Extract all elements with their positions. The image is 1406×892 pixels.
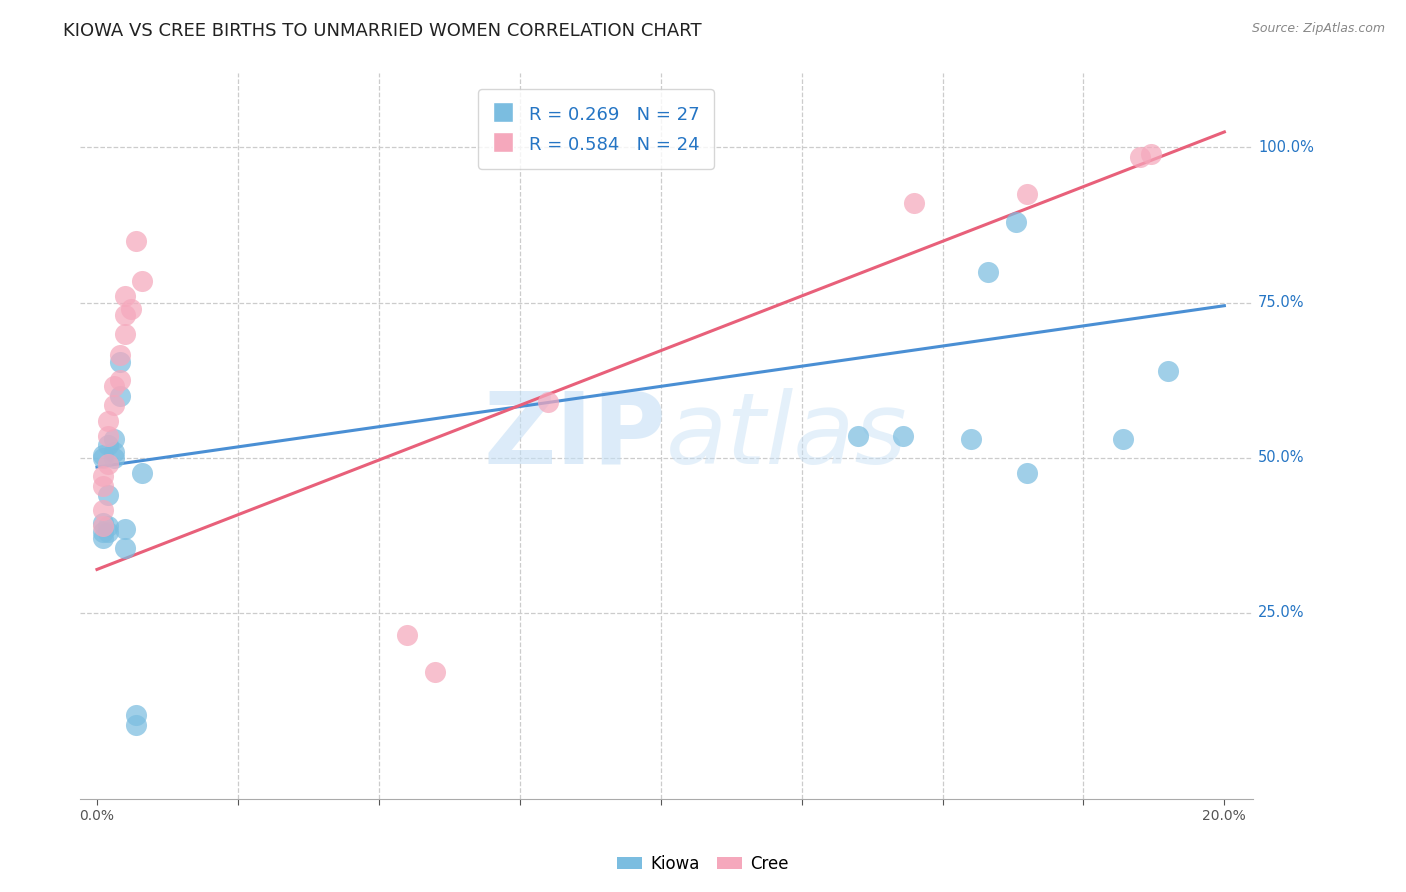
Point	[537, 395, 560, 409]
Point	[91, 469, 114, 483]
Point	[97, 488, 120, 502]
Point	[114, 522, 136, 536]
Point	[395, 627, 418, 641]
Point	[1129, 150, 1152, 164]
Text: 50.0%: 50.0%	[1258, 450, 1305, 466]
Point	[91, 478, 114, 492]
Text: 25.0%: 25.0%	[1258, 606, 1305, 621]
Point	[891, 429, 914, 443]
Point	[91, 450, 114, 465]
Point	[91, 532, 114, 546]
Point	[1112, 432, 1135, 446]
Point	[120, 301, 142, 316]
Text: 75.0%: 75.0%	[1258, 295, 1305, 310]
Point	[125, 717, 148, 731]
Point	[97, 438, 120, 452]
Point	[91, 525, 114, 540]
Point	[91, 519, 114, 533]
Point	[103, 432, 125, 446]
Point	[114, 541, 136, 555]
Point	[976, 264, 998, 278]
Point	[114, 326, 136, 341]
Point	[91, 503, 114, 517]
Point	[97, 413, 120, 427]
Point	[125, 234, 148, 248]
Text: atlas: atlas	[666, 387, 908, 484]
Point	[108, 373, 131, 387]
Point	[1140, 146, 1163, 161]
Point	[125, 708, 148, 723]
Point	[97, 525, 120, 540]
Point	[97, 457, 120, 471]
Point	[114, 308, 136, 322]
Point	[108, 389, 131, 403]
Text: KIOWA VS CREE BIRTHS TO UNMARRIED WOMEN CORRELATION CHART: KIOWA VS CREE BIRTHS TO UNMARRIED WOMEN …	[63, 22, 702, 40]
Legend: R = 0.269   N = 27, R = 0.584   N = 24: R = 0.269 N = 27, R = 0.584 N = 24	[478, 89, 714, 169]
Point	[1015, 467, 1038, 481]
Point	[97, 429, 120, 443]
Point	[103, 444, 125, 458]
Text: 100.0%: 100.0%	[1258, 140, 1315, 155]
Point	[1157, 364, 1180, 378]
Text: ZIP: ZIP	[484, 387, 666, 484]
Point	[103, 398, 125, 412]
Point	[103, 379, 125, 393]
Point	[108, 348, 131, 362]
Point	[97, 519, 120, 533]
Point	[131, 274, 153, 288]
Point	[903, 196, 925, 211]
Point	[114, 289, 136, 303]
Point	[1004, 215, 1026, 229]
Point	[131, 467, 153, 481]
Point	[91, 516, 114, 530]
Point	[846, 429, 869, 443]
Text: Source: ZipAtlas.com: Source: ZipAtlas.com	[1251, 22, 1385, 36]
Point	[1015, 186, 1038, 201]
Point	[103, 450, 125, 465]
Point	[425, 665, 447, 679]
Point	[91, 448, 114, 462]
Point	[108, 354, 131, 368]
Legend: Kiowa, Cree: Kiowa, Cree	[610, 848, 796, 880]
Point	[959, 432, 981, 446]
